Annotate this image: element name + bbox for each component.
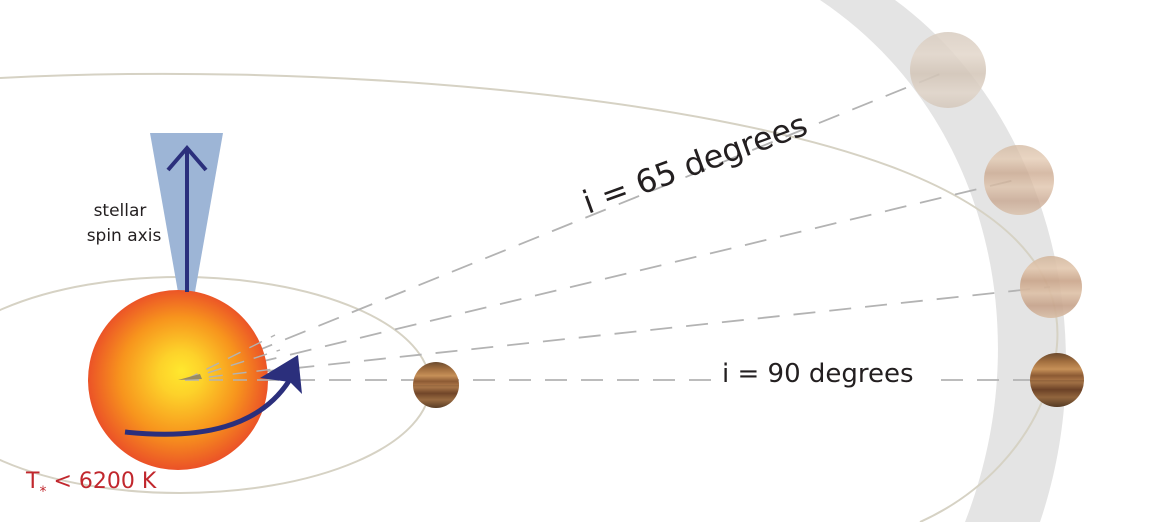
planet-inner (413, 362, 459, 408)
up-arrow-icon (166, 144, 208, 292)
sightline-80 (184, 286, 1051, 381)
outer-orbit (0, 72, 1059, 522)
observer-band (820, 0, 1067, 522)
star-rays (184, 334, 300, 381)
temperature-subscript: * (39, 484, 46, 500)
planet-65 (910, 32, 986, 108)
sightline-65 (184, 71, 946, 381)
inclination-90-label: i = 90 degrees (722, 359, 914, 389)
temperature-symbol: T (25, 469, 40, 494)
planet-edge-on (1030, 353, 1084, 407)
temperature-label: T* < 6200 K (25, 469, 157, 500)
curved-arrow-icon (124, 355, 302, 437)
inclination-90-label-bg (712, 358, 927, 394)
star-center-marker (178, 374, 202, 380)
planet-72 (984, 145, 1054, 215)
spin-axis-label-line2: spin axis (87, 226, 162, 246)
spin-axis-label-line1: stellar (94, 201, 147, 221)
temperature-condition: < 6200 K (46, 469, 156, 494)
planet-80 (1020, 256, 1082, 318)
